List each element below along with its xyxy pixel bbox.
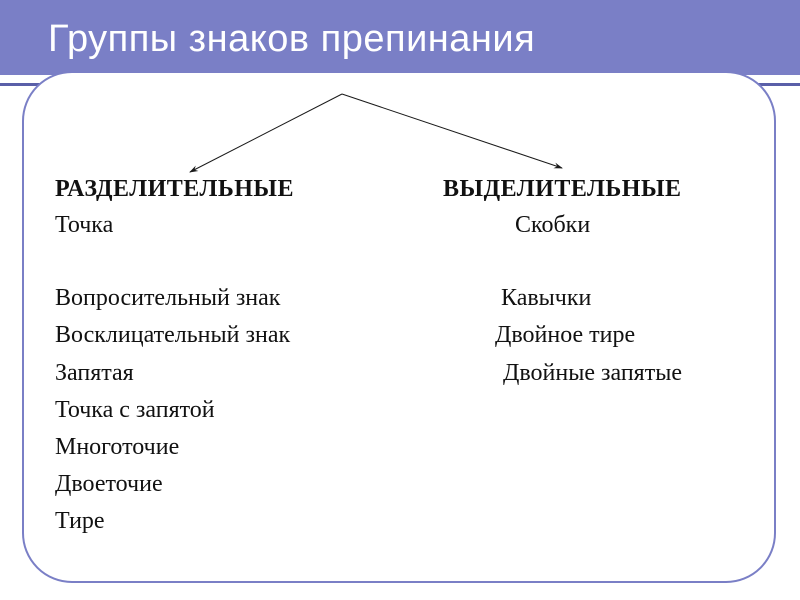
left-column: РАЗДЕЛИТЕЛЬНЫЕ Точка Вопросительный знак… bbox=[55, 176, 415, 541]
left-column-header: РАЗДЕЛИТЕЛЬНЫЕ bbox=[55, 176, 415, 203]
list-item: Двойные запятые bbox=[443, 355, 763, 392]
list-item: Скобки bbox=[443, 207, 763, 244]
list-item: Тире bbox=[55, 503, 415, 540]
blank-line bbox=[443, 244, 763, 280]
blank-line bbox=[55, 244, 415, 280]
list-item: Многоточие bbox=[55, 429, 415, 466]
right-column: ВЫДЕЛИТЕЛЬНЫЕ Скобки Кавычки Двойное тир… bbox=[443, 176, 763, 392]
list-item: Кавычки bbox=[443, 280, 763, 317]
list-item: Двойное тире bbox=[443, 317, 763, 354]
list-item: Двоеточие bbox=[55, 466, 415, 503]
columns-wrap: РАЗДЕЛИТЕЛЬНЫЕ Точка Вопросительный знак… bbox=[0, 0, 800, 600]
left-items: Точка Вопросительный знак Восклицательны… bbox=[55, 207, 415, 541]
list-item: Точка с запятой bbox=[55, 392, 415, 429]
list-item: Запятая bbox=[55, 355, 415, 392]
right-items: Скобки Кавычки Двойное тире Двойные запя… bbox=[443, 207, 763, 392]
right-column-header: ВЫДЕЛИТЕЛЬНЫЕ bbox=[443, 176, 763, 203]
list-item: Точка bbox=[55, 207, 415, 244]
list-item: Восклицательный знак bbox=[55, 317, 415, 354]
list-item: Вопросительный знак bbox=[55, 280, 415, 317]
